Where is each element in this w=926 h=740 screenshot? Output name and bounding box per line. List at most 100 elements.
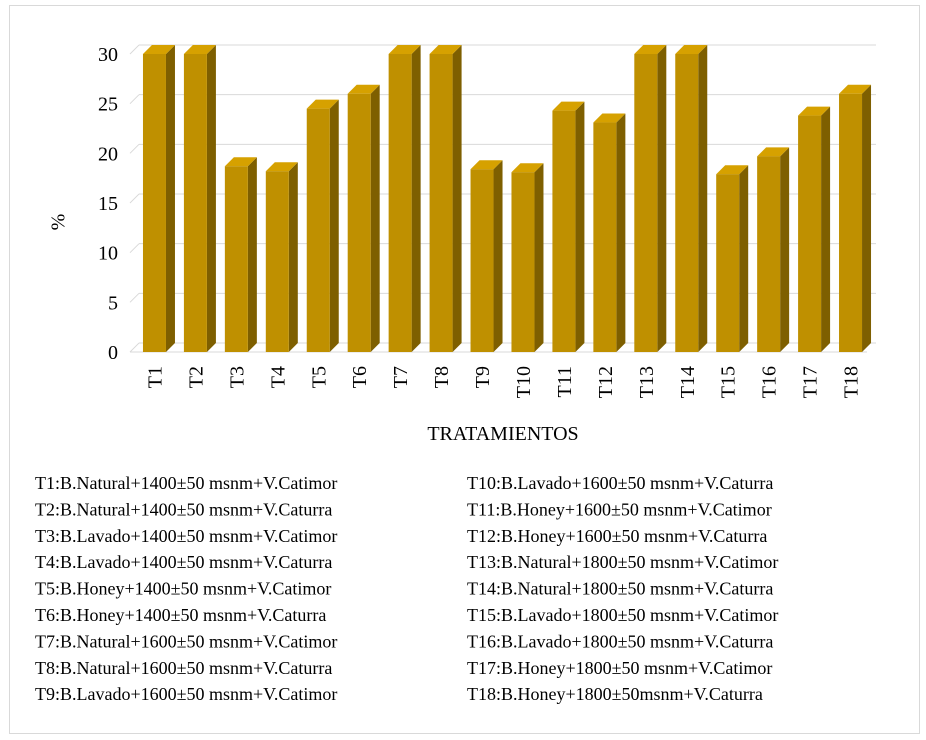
bar — [634, 54, 658, 352]
bar-side — [493, 160, 503, 352]
grid-line-depth — [129, 143, 140, 154]
legend-note: T14:B.Natural+1800±50 msnm+V.Caturra — [467, 579, 773, 599]
bar-side — [780, 147, 790, 352]
bar-top — [265, 162, 298, 172]
bar-top — [593, 113, 626, 123]
x-tick-label: T14 — [677, 366, 699, 398]
bar-side — [329, 99, 339, 352]
x-tick-label: T13 — [636, 366, 658, 398]
bar-side — [411, 45, 421, 352]
legend-note: T2:B.Natural+1400±50 msnm+V.Caturra — [35, 499, 332, 519]
bar-top — [798, 106, 831, 116]
legend-note: T11:B.Honey+1600±50 msnm+V.Catimor — [467, 499, 772, 519]
bar — [142, 54, 166, 352]
bar — [675, 54, 699, 352]
bar-side — [534, 163, 544, 352]
bar — [593, 122, 617, 352]
bar — [347, 93, 371, 352]
bar-top — [183, 45, 216, 54]
bar-top — [429, 45, 462, 54]
grid-line-depth — [129, 44, 140, 55]
bar-top — [716, 165, 749, 175]
legend-note: T10:B.Lavado+1600±50 msnm+V.Caturra — [467, 473, 773, 493]
legend-note: T12:B.Honey+1600±50 msnm+V.Caturra — [467, 526, 767, 546]
legend-note: T18:B.Honey+1800±50msnm+V.Caturra — [467, 684, 763, 704]
y-tick-label: 15 — [98, 193, 118, 215]
bar — [306, 108, 330, 352]
x-tick-label: T11 — [554, 366, 576, 397]
legend-note: T1:B.Natural+1400±50 msnm+V.Catimor — [35, 473, 337, 493]
grid-line-depth — [129, 94, 140, 105]
bar — [224, 166, 248, 352]
bar — [429, 54, 453, 352]
legend-note: T17:B.Honey+1800±50 msnm+V.Catimor — [467, 658, 772, 678]
bar — [757, 156, 781, 352]
bar-top — [552, 101, 585, 111]
x-tick-label: T18 — [841, 366, 863, 398]
x-axis-label: TRATAMIENTOS — [427, 423, 578, 445]
bar — [470, 169, 494, 352]
x-tick-label: T1 — [144, 366, 166, 388]
bar — [388, 54, 412, 352]
x-tick-label: T2 — [185, 366, 207, 388]
y-tick-label: 30 — [98, 44, 118, 66]
bar-side — [452, 45, 462, 352]
bar-top — [224, 157, 257, 167]
bar-side — [862, 84, 872, 352]
x-tick-label: T3 — [226, 366, 248, 388]
x-tick-label: T10 — [513, 366, 535, 398]
legend-note: T13:B.Natural+1800±50 msnm+V.Catimor — [467, 552, 778, 572]
bar-top — [347, 84, 380, 94]
bar-side — [616, 113, 626, 352]
grid-line-depth — [129, 193, 140, 204]
y-tick-label: 25 — [98, 94, 118, 116]
legend-note: T8:B.Natural+1600±50 msnm+V.Caturra — [35, 658, 332, 678]
x-tick-label: T5 — [308, 366, 330, 388]
bar-side — [575, 101, 585, 353]
bar-top — [511, 163, 544, 173]
x-tick-label: T8 — [431, 366, 453, 388]
bar — [511, 172, 535, 352]
y-tick-label: 0 — [108, 342, 118, 364]
y-tick-label: 10 — [98, 243, 118, 265]
x-tick-label: T4 — [267, 366, 289, 388]
bar — [839, 93, 863, 352]
bar — [798, 115, 822, 352]
legend-note: T4:B.Lavado+1400±50 msnm+V.Caturra — [35, 552, 332, 572]
legend-note: T5:B.Honey+1400±50 msnm+V.Catimor — [35, 579, 331, 599]
bar-side — [206, 45, 216, 352]
x-tick-label: T6 — [349, 366, 371, 388]
y-axis-label: % — [48, 214, 70, 231]
bar-top — [634, 45, 667, 54]
bar-top — [839, 84, 872, 94]
x-tick-label: T16 — [759, 366, 781, 398]
x-tick-label: T9 — [472, 366, 494, 388]
bar — [265, 171, 289, 352]
bar — [552, 110, 576, 353]
bar-top — [675, 45, 708, 54]
y-tick-label: 5 — [108, 292, 118, 314]
bar-top — [142, 45, 175, 54]
bar-top — [757, 147, 790, 157]
grid-line-depth — [129, 243, 140, 254]
y-tick-label: 20 — [98, 143, 118, 165]
bar-side — [247, 157, 257, 352]
legend-note: T6:B.Honey+1400±50 msnm+V.Caturra — [35, 605, 326, 625]
bar-side — [821, 106, 831, 352]
bar-side — [739, 165, 749, 352]
legend-note: T15:B.Lavado+1800±50 msnm+V.Catimor — [467, 605, 778, 625]
grid-line-depth — [129, 292, 140, 303]
bar-side — [370, 84, 380, 352]
legend-note: T7:B.Natural+1600±50 msnm+V.Catimor — [35, 631, 337, 651]
bar-side — [657, 45, 667, 352]
bar — [183, 54, 207, 352]
bar — [716, 174, 740, 352]
bar-top — [470, 160, 503, 170]
x-tick-label: T7 — [390, 366, 412, 388]
bar-side — [698, 45, 708, 352]
x-tick-label: T17 — [800, 366, 822, 398]
bar-side — [165, 45, 175, 352]
grid-line-depth — [129, 342, 140, 353]
bar-side — [288, 162, 298, 352]
